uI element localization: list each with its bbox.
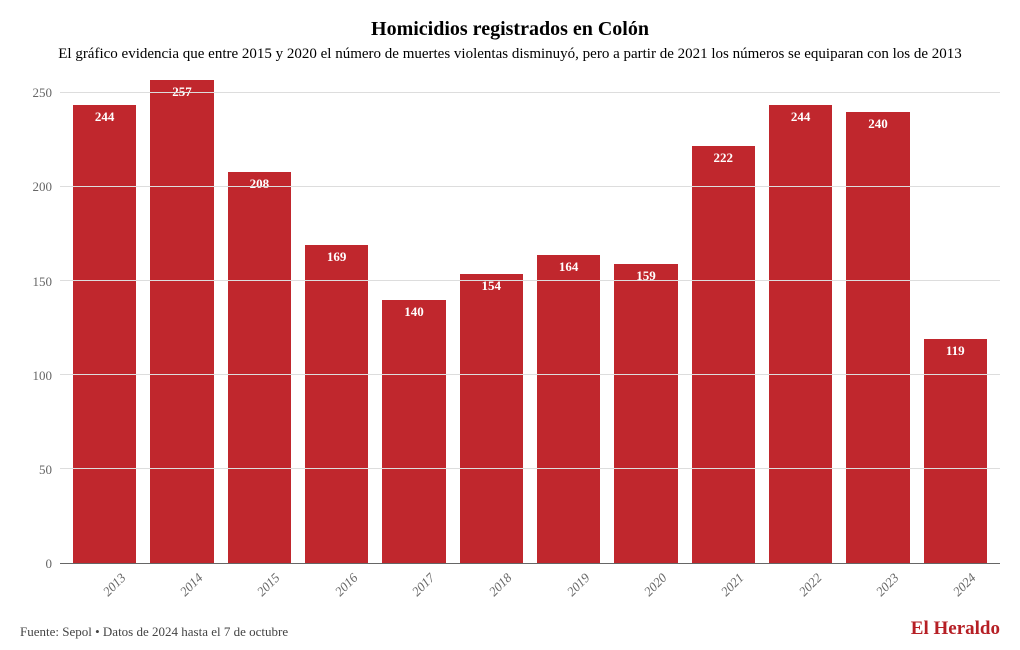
x-tick-label: 2015 bbox=[254, 570, 284, 600]
y-tick-label: 100 bbox=[33, 368, 53, 384]
x-tick-label: 2018 bbox=[486, 570, 516, 600]
bar-slot: 154 bbox=[453, 75, 530, 564]
x-label-slot: 2014 bbox=[143, 564, 220, 614]
bars-group: 244 257 208 169 140 154 164 159 222 244 240 119 bbox=[60, 75, 1000, 564]
bar: 222 bbox=[692, 146, 755, 563]
x-label-slot: 2019 bbox=[530, 564, 607, 614]
x-label-slot: 2020 bbox=[607, 564, 684, 614]
bar-slot: 140 bbox=[375, 75, 452, 564]
bar-value-label: 140 bbox=[404, 304, 424, 320]
bar-slot: 244 bbox=[66, 75, 143, 564]
x-label-slot: 2018 bbox=[453, 564, 530, 614]
bar-slot: 208 bbox=[221, 75, 298, 564]
bar: 159 bbox=[614, 264, 677, 563]
x-tick-label: 2021 bbox=[718, 570, 748, 600]
gridline bbox=[60, 92, 1000, 93]
bar: 140 bbox=[382, 300, 445, 563]
bar-value-label: 244 bbox=[95, 109, 115, 125]
x-tick-label: 2022 bbox=[795, 570, 825, 600]
bar-slot: 164 bbox=[530, 75, 607, 564]
gridline bbox=[60, 186, 1000, 187]
bar: 257 bbox=[150, 80, 213, 563]
bar-slot: 257 bbox=[143, 75, 220, 564]
x-label-slot: 2022 bbox=[762, 564, 839, 614]
gridline bbox=[60, 280, 1000, 281]
x-tick-label: 2020 bbox=[641, 570, 671, 600]
bar-value-label: 240 bbox=[868, 116, 888, 132]
bar: 244 bbox=[73, 105, 136, 563]
x-label-slot: 2013 bbox=[66, 564, 143, 614]
x-tick-label: 2014 bbox=[177, 570, 207, 600]
x-tick-label: 2024 bbox=[950, 570, 980, 600]
x-label-slot: 2015 bbox=[221, 564, 298, 614]
bar-value-label: 208 bbox=[250, 176, 270, 192]
bar: 244 bbox=[769, 105, 832, 563]
chart-footer: Fuente: Sepol • Datos de 2024 hasta el 7… bbox=[20, 614, 1000, 640]
bar-value-label: 169 bbox=[327, 249, 347, 265]
y-axis: 050100150200250 bbox=[20, 75, 60, 565]
bar-value-label: 244 bbox=[791, 109, 811, 125]
y-tick-label: 150 bbox=[33, 274, 53, 290]
bar-slot: 169 bbox=[298, 75, 375, 564]
bar-slot: 240 bbox=[839, 75, 916, 564]
bar: 119 bbox=[924, 339, 987, 563]
bar: 240 bbox=[846, 112, 909, 563]
bar: 154 bbox=[460, 274, 523, 563]
bar-value-label: 222 bbox=[714, 150, 734, 166]
bar: 208 bbox=[228, 172, 291, 563]
brand-logo: El Heraldo bbox=[911, 618, 1000, 640]
chart-subtitle: El gráfico evidencia que entre 2015 y 20… bbox=[20, 45, 1000, 65]
bar-slot: 222 bbox=[685, 75, 762, 564]
x-tick-label: 2019 bbox=[563, 570, 593, 600]
y-tick-label: 0 bbox=[46, 556, 53, 572]
bar-slot: 159 bbox=[607, 75, 684, 564]
chart-plot-area: 050100150200250 244257208169140154164159… bbox=[20, 75, 1000, 565]
y-tick-label: 200 bbox=[33, 179, 53, 195]
bar: 164 bbox=[537, 255, 600, 563]
bar-value-label: 164 bbox=[559, 259, 579, 275]
x-tick-label: 2023 bbox=[873, 570, 903, 600]
x-label-slot: 2023 bbox=[839, 564, 916, 614]
x-tick-label: 2016 bbox=[331, 570, 361, 600]
bar: 169 bbox=[305, 245, 368, 563]
x-axis: 2013 2014 2015 2016 2017 2018 2019 2020 2021 2022… bbox=[20, 564, 1000, 614]
gridline bbox=[60, 468, 1000, 469]
x-tick-label: 2013 bbox=[99, 570, 129, 600]
x-labels: 2013 2014 2015 2016 2017 2018 2019 2020 2021 2022… bbox=[60, 564, 1000, 614]
chart-container: Homicidios registrados en Colón El gráfi… bbox=[0, 0, 1020, 650]
x-tick-label: 2017 bbox=[409, 570, 439, 600]
chart-title: Homicidios registrados en Colón bbox=[20, 18, 1000, 41]
bar-slot: 244 bbox=[762, 75, 839, 564]
gridline bbox=[60, 374, 1000, 375]
x-label-slot: 2024 bbox=[917, 564, 994, 614]
x-label-slot: 2021 bbox=[685, 564, 762, 614]
bar-value-label: 119 bbox=[946, 343, 965, 359]
bar-value-label: 159 bbox=[636, 268, 656, 284]
x-label-slot: 2016 bbox=[298, 564, 375, 614]
x-label-slot: 2017 bbox=[375, 564, 452, 614]
y-tick-label: 250 bbox=[33, 85, 53, 101]
source-text: Fuente: Sepol • Datos de 2024 hasta el 7… bbox=[20, 624, 288, 640]
bar-slot: 119 bbox=[917, 75, 994, 564]
plot-region: 244 257 208 169 140 154 164 159 222 244 240 119 bbox=[60, 75, 1000, 565]
y-tick-label: 50 bbox=[39, 462, 52, 478]
